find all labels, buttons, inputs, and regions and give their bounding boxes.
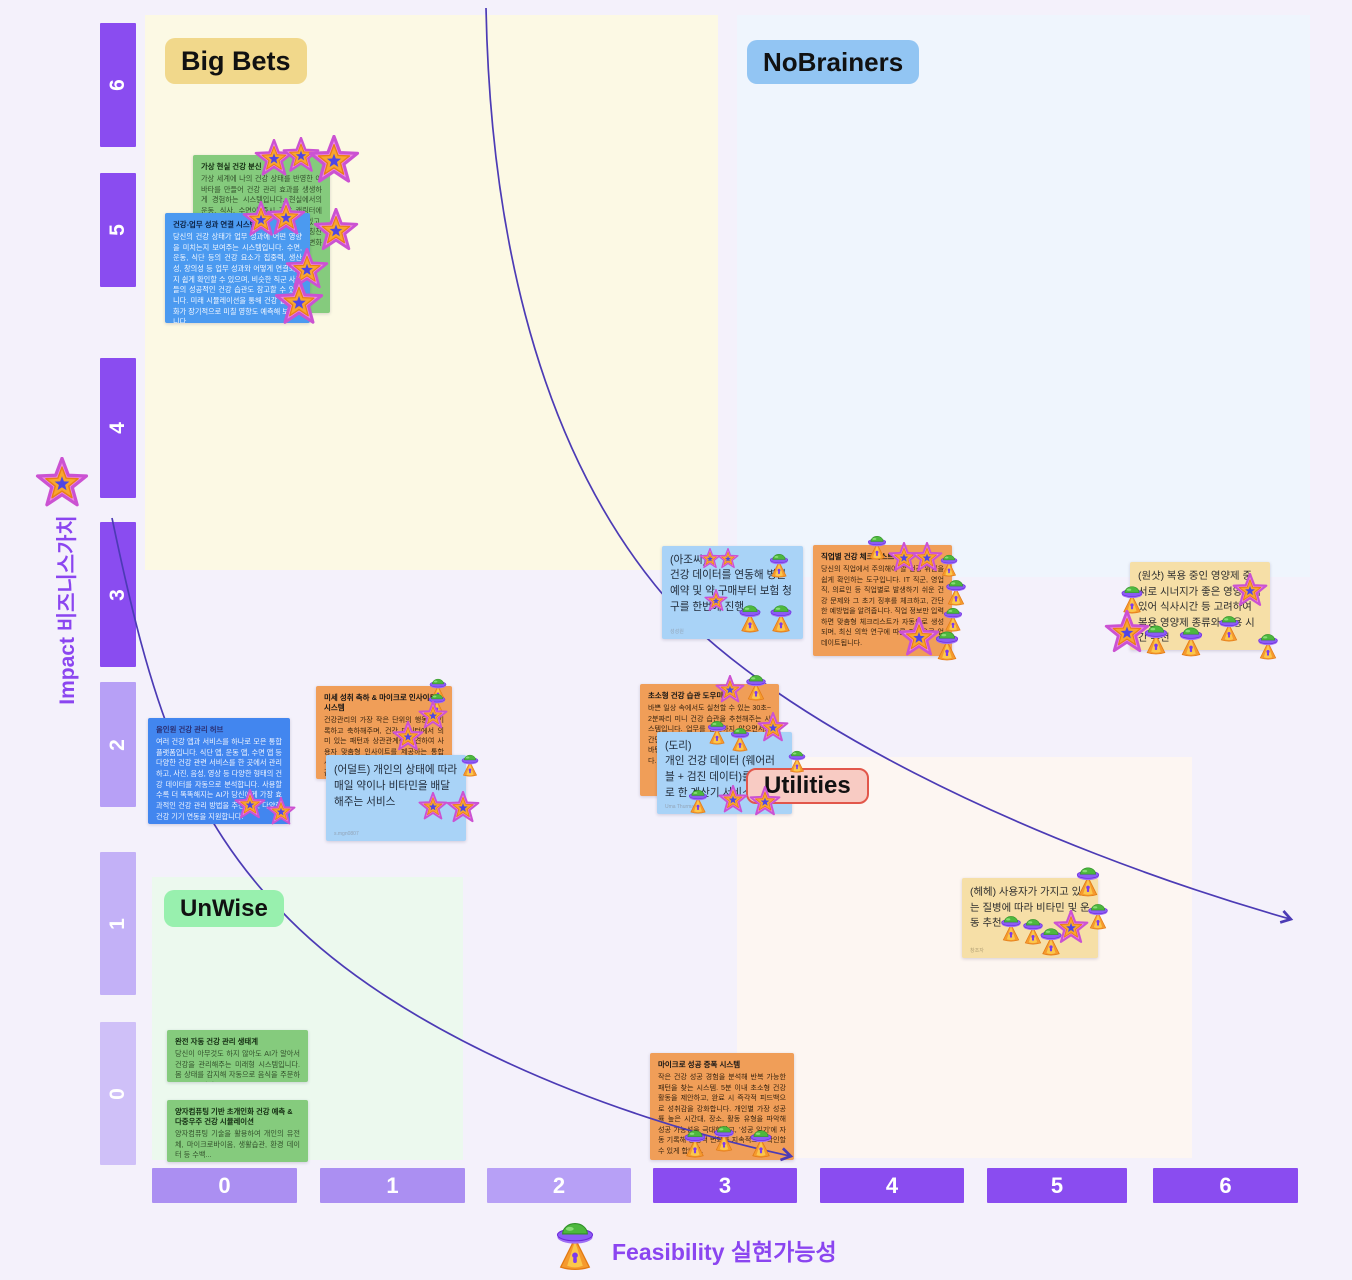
tick-label: 1: [386, 1172, 399, 1198]
y-axis-title: Impact 비즈니스가치: [56, 515, 79, 705]
chip-label: Utilities: [764, 772, 851, 799]
note-title: (아조씨): [670, 554, 707, 566]
note-body: 당신이 아무것도 하지 않아도 AI가 알아서 건강을 관리해주는 미래형 시스…: [175, 1048, 300, 1082]
x-axis-title: Feasibility 실현가능성: [612, 1239, 837, 1265]
y-axis-tick-2: 2: [100, 682, 136, 807]
chip-label: NoBrainers: [763, 46, 904, 77]
x-axis-tick-1: 1: [320, 1168, 465, 1203]
tick-label: 0: [218, 1172, 231, 1198]
x-axis-tick-6: 6: [1153, 1168, 1298, 1203]
sticky-note-job-checklist[interactable]: 직업별 건강 체크리스트 당신의 직업에서 주의해야 할 건강 위험을 쉽게 확…: [813, 545, 952, 656]
quadrant-nobrainers: [737, 15, 1310, 577]
note-author: Uma Thurman: [665, 804, 697, 810]
x-axis-tick-5: 5: [987, 1168, 1127, 1203]
note-title: (도리): [665, 740, 692, 752]
note-author: s.mgn0807: [334, 831, 359, 837]
sticky-note-full-auto[interactable]: 완전 자동 건강 관리 생태계 당신이 아무것도 하지 않아도 AI가 알아서 …: [167, 1030, 308, 1082]
ufo-emoji[interactable]: [556, 1222, 594, 1271]
sticky-note-micro-success[interactable]: 마이크로 성공 증폭 시스템 작은 건강 성공 경험을 분석해 반복 가능한 패…: [650, 1053, 794, 1160]
y-axis-tick-6: 6: [100, 23, 136, 147]
x-axis-tick-3: 3: [653, 1168, 797, 1203]
tick-label: 6: [106, 79, 129, 91]
note-title: 가상 현실 건강 분신: [201, 162, 262, 171]
note-title: 마이크로 성공 증폭 시스템: [658, 1060, 741, 1069]
sticky-note-quantum[interactable]: 양자컴퓨팅 기반 초개인화 건강 예측 & 다중우주 건강 시뮬레이션 양자컴퓨…: [167, 1100, 308, 1162]
chip-nobrainers[interactable]: NoBrainers: [747, 40, 920, 84]
note-title: 초소형 건강 습관 도우미: [648, 691, 724, 700]
chip-utilities[interactable]: Utilities: [746, 768, 869, 804]
note-title: 미세 성취 축하 & 마이크로 인사이트 시스템: [324, 693, 437, 713]
sticky-note-hehe[interactable]: (헤헤) 사용자가 가지고 있는 질병에 따라 비타민 및 운동 추천 창조자: [962, 878, 1098, 958]
y-axis-tick-0: 0: [100, 1022, 136, 1165]
tick-label: 2: [106, 738, 129, 751]
sticky-note-all-in-one[interactable]: 올인원 건강 관리 허브 여러 건강 앱과 서비스를 하나로 모은 통합 플랫폼…: [148, 718, 290, 824]
note-body: (어덜트) 개인의 상태에 따라 매일 약이나 비타민을 배달해주는 서비스: [334, 764, 458, 809]
tick-label: 5: [1050, 1172, 1064, 1198]
y-axis-tick-5: 5: [100, 173, 136, 287]
note-title: 올인원 건강 관리 허브: [156, 725, 224, 734]
chip-label: Big Bets: [181, 45, 291, 76]
note-title: 직업별 건강 체크리스트: [821, 552, 895, 561]
y-axis-tick-4: 4: [100, 358, 136, 498]
tick-label: 5: [106, 224, 129, 236]
note-body: 당신의 직업에서 주의해야 할 건강 위험을 쉽게 확인하는 도구입니다. IT…: [821, 565, 944, 647]
sticky-note-adult[interactable]: (어덜트) 개인의 상태에 따라 매일 약이나 비타민을 배달해주는 서비스 s…: [326, 755, 466, 841]
note-title: 건강-업무 성과 연결 시스템: [173, 220, 257, 229]
sticky-note-ajossi[interactable]: (아조씨) 건강 데이터를 연동해 병원 예약 및 약 구매부터 보험 청구를 …: [662, 546, 803, 639]
x-axis-tick-2: 2: [487, 1168, 631, 1203]
chip-big-bets[interactable]: Big Bets: [165, 38, 307, 84]
tick-label: 4: [885, 1172, 899, 1198]
note-body: 여러 건강 앱과 서비스를 하나로 모은 통합 플랫폼입니다. 식단 앱, 운동…: [156, 736, 282, 821]
tick-label: 4: [106, 422, 129, 434]
tick-label: 1: [106, 917, 129, 930]
note-body: 양자컴퓨팅 기술을 활용하여 개인의 유전체, 마이크로바이옴, 생활습관, 환…: [175, 1128, 300, 1160]
note-author: 성성원: [670, 629, 684, 635]
note-body: (헤헤) 사용자가 가지고 있는 질병에 따라 비타민 및 운동 추천: [970, 887, 1090, 930]
x-axis-tick-0: 0: [152, 1168, 297, 1203]
tick-label: 0: [106, 1087, 129, 1100]
note-body: (원샷) 복용 중인 영양제 중 서로 시너지가 좋은 영양제가 있어 식사시간…: [1138, 571, 1262, 645]
tick-label: 3: [718, 1172, 732, 1198]
x-axis-tick-4: 4: [820, 1168, 964, 1203]
tick-label: 3: [106, 588, 129, 601]
sticky-note-oneshot[interactable]: (원샷) 복용 중인 영양제 중 서로 시너지가 좋은 영양제가 있어 식사시간…: [1130, 562, 1270, 650]
y-axis-tick-1: 1: [100, 852, 136, 995]
note-title: 양자컴퓨팅 기반 초개인화 건강 예측 & 다중우주 건강 시뮬레이션: [175, 1107, 293, 1126]
star-emoji[interactable]: [35, 457, 89, 507]
note-author: 창조자: [970, 948, 984, 954]
chip-unwise[interactable]: UnWise: [164, 890, 284, 927]
tick-label: 6: [1219, 1172, 1232, 1198]
note-body: 작은 건강 성공 경험을 분석해 반복 가능한 패턴을 찾는 시스템. 5분 이…: [658, 1073, 786, 1155]
note-title: 완전 자동 건강 관리 생태계: [175, 1037, 259, 1046]
sticky-note-work-link[interactable]: 건강-업무 성과 연결 시스템 당신의 건강 상태가 업무 성과에 어떤 영향을…: [165, 213, 310, 323]
note-body: 당신의 건강 상태가 업무 성과에 어떤 영향을 미치는지 보여주는 시스템입니…: [173, 231, 303, 323]
chip-label: UnWise: [180, 894, 268, 922]
tick-label: 2: [552, 1172, 566, 1198]
y-axis-tick-3: 3: [100, 522, 136, 667]
note-body: 건강 데이터를 연동해 병원 예약 및 약 구매부터 보험 청구를 한번에 진행: [670, 569, 792, 614]
